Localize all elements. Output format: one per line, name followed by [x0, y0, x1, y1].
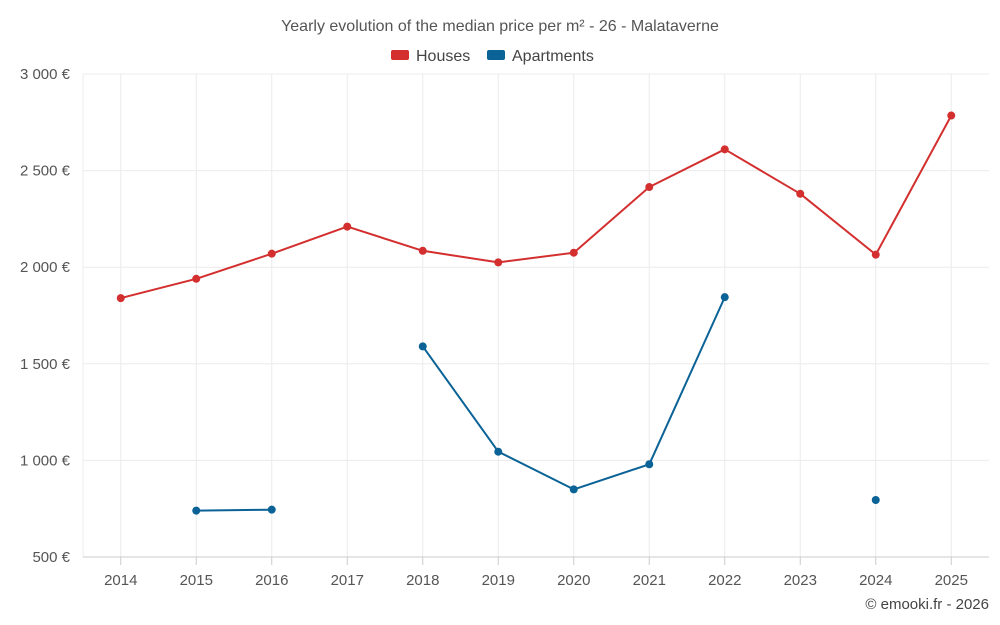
credit-text: © emooki.fr - 2026 — [865, 596, 989, 613]
x-tick-label: 2025 — [935, 572, 968, 589]
data-point-houses[interactable] — [494, 258, 503, 267]
legend-label-houses: Houses — [416, 48, 470, 65]
y-tick-label: 500 € — [32, 549, 70, 566]
series-line-houses — [119, 114, 953, 300]
grid — [82, 73, 989, 557]
x-tick-label: 2018 — [406, 572, 439, 589]
x-tick-label: 2015 — [180, 572, 213, 589]
series-line-apartments — [195, 508, 273, 512]
legend-item-houses[interactable]: Houses — [391, 48, 470, 65]
x-tick-label: 2017 — [331, 572, 364, 589]
x-tick-label: 2020 — [557, 572, 590, 589]
axes: 500 € 1 000 € 1 500 € 2 000 € 2 500 € 3 000 €… — [20, 66, 989, 589]
data-point-houses[interactable] — [796, 189, 805, 198]
x-tick-label: 2022 — [708, 572, 741, 589]
data-point-apartments[interactable] — [645, 460, 654, 469]
data-point-houses[interactable] — [116, 294, 125, 303]
series-houses — [116, 111, 956, 303]
chart-title: Yearly evolution of the median price per… — [281, 18, 719, 35]
legend-item-apartments[interactable]: Apartments — [487, 48, 594, 65]
data-point-houses[interactable] — [947, 111, 956, 120]
x-tick-label: 2021 — [633, 572, 666, 589]
legend-label-apartments: Apartments — [512, 48, 594, 65]
data-point-apartments[interactable] — [569, 485, 578, 494]
data-point-apartments[interactable] — [494, 447, 503, 456]
data-point-houses[interactable] — [267, 249, 276, 258]
data-point-houses[interactable] — [569, 248, 578, 257]
x-tick-label: 2014 — [104, 572, 137, 589]
y-tick-label: 1 000 € — [20, 452, 71, 469]
data-point-apartments[interactable] — [192, 506, 201, 515]
data-point-apartments[interactable] — [871, 496, 880, 505]
legend-swatch-apartments — [487, 50, 505, 60]
data-point-apartments[interactable] — [267, 505, 276, 514]
x-tick-label: 2019 — [482, 572, 515, 589]
y-tick-label: 2 000 € — [20, 259, 71, 276]
x-tick-label: 2016 — [255, 572, 288, 589]
data-point-houses[interactable] — [418, 246, 427, 255]
x-tick-label: 2024 — [859, 572, 892, 589]
y-tick-label: 2 500 € — [20, 163, 71, 180]
x-tick-label: 2023 — [784, 572, 817, 589]
data-point-apartments[interactable] — [418, 342, 427, 351]
series-apartments — [192, 293, 880, 515]
data-point-houses[interactable] — [720, 145, 729, 154]
data-point-houses[interactable] — [343, 222, 352, 231]
series-group — [116, 111, 956, 515]
data-point-houses[interactable] — [871, 250, 880, 259]
data-point-houses[interactable] — [192, 274, 201, 283]
legend: Houses Apartments — [391, 48, 594, 65]
data-point-apartments[interactable] — [720, 293, 729, 302]
data-point-houses[interactable] — [645, 183, 654, 192]
y-tick-label: 3 000 € — [20, 66, 71, 83]
legend-swatch-houses — [391, 50, 409, 60]
y-tick-label: 1 500 € — [20, 356, 71, 373]
